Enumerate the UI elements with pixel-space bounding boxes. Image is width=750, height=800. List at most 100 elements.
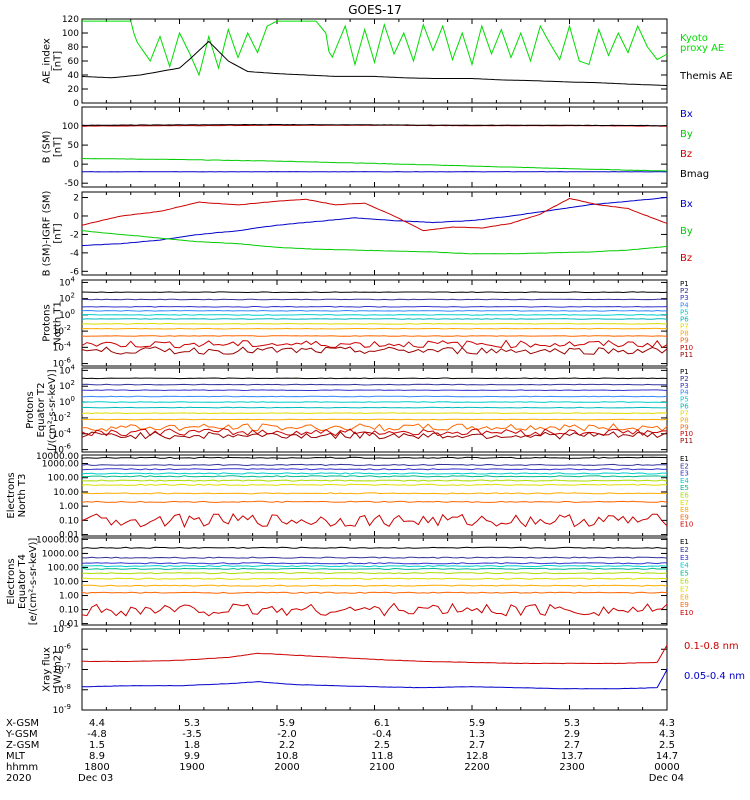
y-tick-label: 100 (59, 395, 75, 408)
y-axis-label: North T3 (17, 474, 28, 518)
series-line-e7 (82, 577, 668, 580)
panel-frame (81, 191, 668, 276)
legend-label: By (680, 226, 693, 237)
series-line-0-05-0-4-nm (81, 669, 668, 690)
legend-label: E1 (680, 538, 689, 546)
y-tick-label: 100 (62, 29, 79, 39)
series-line-by (81, 230, 668, 255)
series-line-e10 (81, 513, 668, 529)
series-line-e9 (81, 500, 668, 503)
y-axis-label: North T1 (53, 301, 64, 345)
series-line-p2 (81, 298, 668, 301)
x-row-value: 4.3 (659, 729, 675, 740)
series-line-kyoto-proxy-ae (82, 20, 668, 77)
legend-label: P3 (680, 294, 689, 302)
series-line-p5 (81, 401, 668, 403)
legend-label: Bz (680, 149, 692, 160)
legend-label: By (680, 129, 693, 140)
y-tick-label: 100 (62, 122, 79, 132)
legend-label: E10 (680, 609, 693, 617)
x-row-value: 1900 (179, 762, 204, 773)
x-row-value: 13.7 (561, 751, 583, 762)
legend-label: P5 (680, 308, 689, 316)
legend-label: E5 (680, 484, 689, 492)
series-line-e8 (81, 584, 668, 587)
series-line-p4 (81, 309, 668, 312)
y-tick-label: -4 (70, 249, 79, 259)
series-line-e3 (81, 562, 668, 565)
legend-label: P6 (680, 403, 689, 411)
legend-label: P1 (680, 368, 689, 376)
legend-label: E9 (680, 513, 689, 521)
x-row-value: -0.4 (372, 729, 392, 740)
legend-label: P8 (680, 416, 689, 424)
series-line-p9 (81, 335, 668, 337)
series-line-p1 (81, 377, 668, 380)
y-tick-label: 10000.00 (36, 535, 79, 545)
x-row-value: 2.2 (279, 740, 295, 751)
y-axis-label: Xray flux (42, 647, 53, 692)
x-row-value: 4.3 (659, 718, 675, 729)
x-row-value: 2.7 (564, 740, 580, 751)
y-tick-label: 0 (73, 99, 79, 109)
x-row-value: 2000 (274, 762, 299, 773)
x-row-label: Z-GSM (6, 740, 39, 751)
legend-label: E7 (680, 499, 689, 507)
legend-label: P6 (680, 315, 689, 323)
x-row-value: 1.3 (469, 729, 485, 740)
y-axis-label: Electrons (6, 558, 17, 604)
y-tick-label: -2 (70, 230, 79, 240)
legend-label: P10 (680, 344, 693, 352)
legend-label: P4 (680, 389, 689, 397)
series-line-p11 (81, 346, 668, 355)
legend-label: Themis AE (679, 71, 733, 82)
x-row-label: X-GSM (6, 718, 39, 729)
y-tick-label: 0 (73, 212, 79, 222)
legend-label: P9 (680, 423, 689, 431)
series-line-e2 (81, 463, 668, 467)
x-row-value: 0000 (654, 762, 679, 773)
series-line-by (81, 158, 668, 172)
legend-label: E4 (680, 477, 689, 485)
panel-frame (81, 279, 668, 367)
series-line-p4 (81, 395, 668, 398)
y-tick-label: 10.00 (53, 488, 79, 498)
x-row-value: 11.8 (371, 751, 393, 762)
legend-label: P1 (680, 280, 689, 288)
legend-label: 0.1-0.8 nm (684, 641, 739, 652)
y-axis-label: [W/m2] (53, 651, 64, 688)
series-line-p10 (81, 428, 668, 437)
series-line-e5 (81, 567, 668, 570)
legend-label: P8 (680, 330, 689, 338)
panel-frame (81, 537, 668, 626)
y-tick-label: 1.00 (59, 502, 79, 512)
series-line-e9 (81, 591, 668, 594)
x-row-value: 12.8 (466, 751, 488, 762)
x-row-label: MLT (6, 751, 26, 762)
legend-label: E10 (680, 521, 693, 529)
x-row-value: 6.1 (374, 718, 390, 729)
series-line-p6 (81, 406, 668, 409)
series-line-e4 (81, 564, 668, 568)
y-axis-label: Protons (42, 304, 53, 341)
legend-label: E8 (680, 506, 689, 514)
panel-frame (81, 106, 668, 188)
x-row-label: hhmm (6, 762, 38, 773)
series-line-bz (81, 197, 668, 232)
legend-label: Bx (680, 109, 693, 120)
x-row-value: 5.3 (184, 718, 200, 729)
series-line-e10 (81, 602, 668, 617)
series-line-p8 (81, 418, 668, 421)
series-line-e1 (81, 456, 668, 459)
y-tick-label: 100.00 (48, 563, 80, 573)
y-tick-label: 60 (68, 57, 80, 67)
x-row-value: Dec 03 (78, 773, 113, 784)
panel-bsm: -50 0 50 100 B (SM) [nT] Bx By Bz Bmag (42, 106, 709, 189)
y-axis-label: [e/(cm²-s-sr-keV)] (28, 538, 39, 626)
x-row-value: 2200 (464, 762, 489, 773)
x-row-value: Dec 04 (649, 773, 684, 784)
y-tick-label: 40 (68, 71, 80, 81)
y-axis-label: B (SM)-IGRF (SM) (42, 191, 53, 277)
